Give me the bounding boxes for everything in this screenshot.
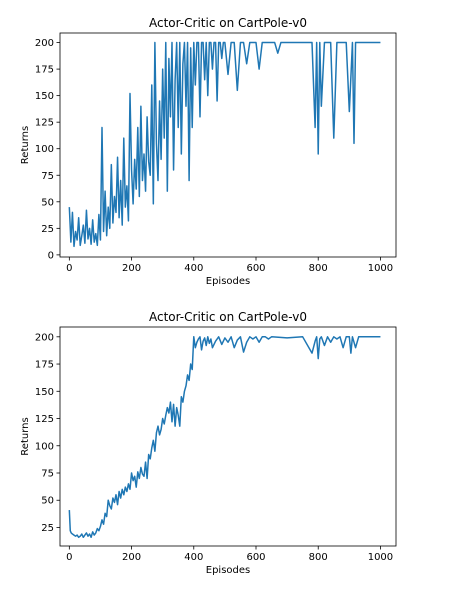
y-axis-label: Returns	[20, 126, 31, 164]
y-tick-label: 150	[35, 387, 54, 398]
y-tick-label: 150	[35, 91, 54, 102]
x-tick-label: 400	[184, 263, 203, 274]
y-tick-label: 200	[35, 38, 54, 49]
x-tick-label: 800	[309, 263, 328, 274]
y-tick-label: 125	[35, 118, 54, 129]
y-axis-label: Returns	[20, 417, 31, 455]
plot-top: Actor-Critic on CartPole-v0 0 200 400 600 800…	[20, 16, 397, 287]
x-tick-label: 200	[122, 263, 141, 274]
x-tick-label: 600	[246, 552, 265, 563]
y-tick-label: 50	[41, 197, 54, 208]
y-tick-label: 75	[41, 171, 54, 182]
y-tick-label: 125	[35, 414, 54, 425]
x-tick-label: 600	[246, 263, 265, 274]
x-tick-label: 0	[66, 263, 72, 274]
y-tick-label: 175	[35, 65, 54, 76]
y-tick-label: 200	[35, 332, 54, 343]
axes-frame	[59, 326, 397, 547]
x-tick-label: 400	[184, 552, 203, 563]
y-tick-label: 100	[35, 441, 54, 452]
x-tick-label: 1000	[368, 552, 393, 563]
x-tick-label: 800	[309, 552, 328, 563]
chart-title: Actor-Critic on CartPole-v0	[149, 16, 307, 30]
x-axis-label: Episodes	[206, 565, 250, 576]
y-tick-label: 100	[35, 144, 54, 155]
y-tick-label: 25	[41, 523, 54, 534]
chart-title: Actor-Critic on CartPole-v0	[149, 310, 307, 324]
series-line-0	[68, 41, 381, 248]
y-tick-label: 25	[41, 224, 54, 235]
x-axis-label: Episodes	[206, 276, 250, 287]
x-tick-label: 0	[66, 552, 72, 563]
y-tick-label: 0	[48, 250, 54, 261]
series-line-0	[68, 336, 381, 539]
x-tick-label: 1000	[368, 263, 393, 274]
axes-frame	[59, 32, 397, 258]
y-tick-label: 50	[41, 496, 54, 507]
y-tick-label: 75	[41, 469, 54, 480]
x-tick-label: 200	[122, 552, 141, 563]
plot-bottom: Actor-Critic on CartPole-v0 0 200 400 600 800…	[20, 310, 397, 576]
y-tick-label: 175	[35, 360, 54, 371]
